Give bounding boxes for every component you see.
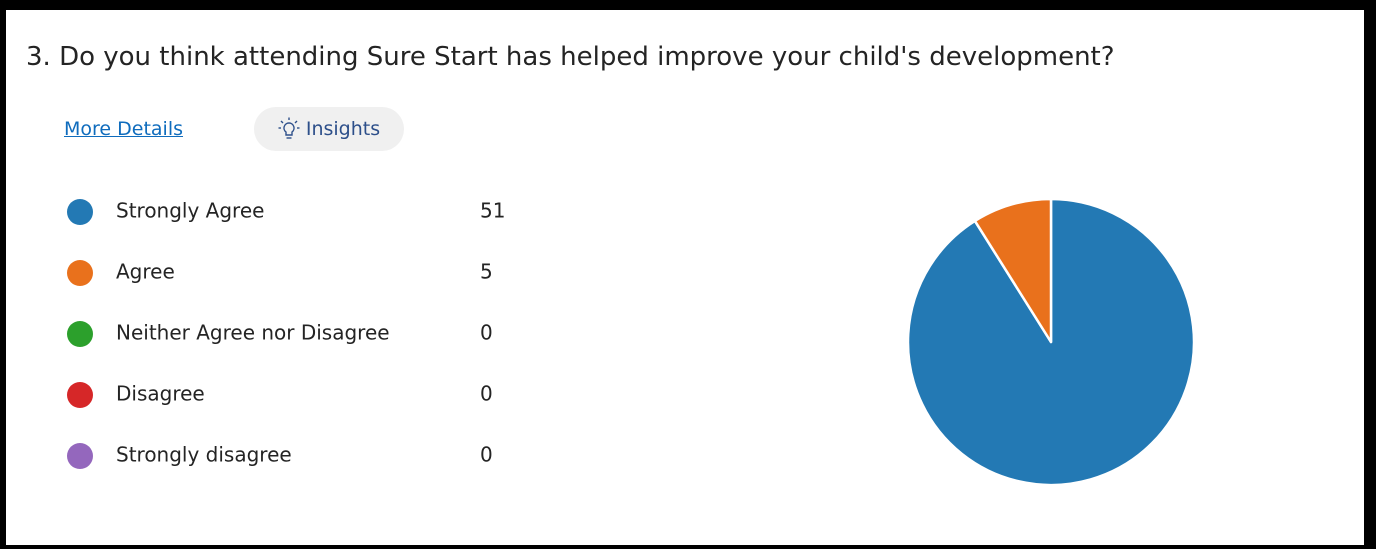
chart: Strongly Agree 51 Agree 5 Neither Agree nor … <box>67 197 1196 487</box>
more-details-link[interactable]: More Details <box>64 118 184 140</box>
legend-swatch <box>67 321 93 347</box>
pie-slice <box>973 197 1053 344</box>
legend-swatch <box>67 199 93 225</box>
legend-label: Strongly disagree <box>116 443 292 467</box>
bulb-icon <box>278 117 300 139</box>
legend-count: 5 <box>480 260 493 284</box>
legend-count: 0 <box>480 382 493 406</box>
legend-label: Strongly Agree <box>116 199 264 223</box>
insights-button[interactable]: Insights <box>254 107 404 151</box>
legend-swatch <box>67 443 93 469</box>
legend-label: Neither Agree nor Disagree <box>116 321 390 345</box>
legend-count: 0 <box>480 321 493 345</box>
legend-swatch <box>67 260 93 286</box>
legend-count: 0 <box>480 443 493 467</box>
legend-label: Agree <box>116 260 175 284</box>
insights-label: Insights <box>305 118 381 140</box>
legend-label: Disagree <box>116 382 205 406</box>
legend-count: 51 <box>480 199 505 223</box>
question-title: 3. Do you think attending Sure Start has… <box>26 42 1115 72</box>
legend-swatch <box>67 382 93 408</box>
